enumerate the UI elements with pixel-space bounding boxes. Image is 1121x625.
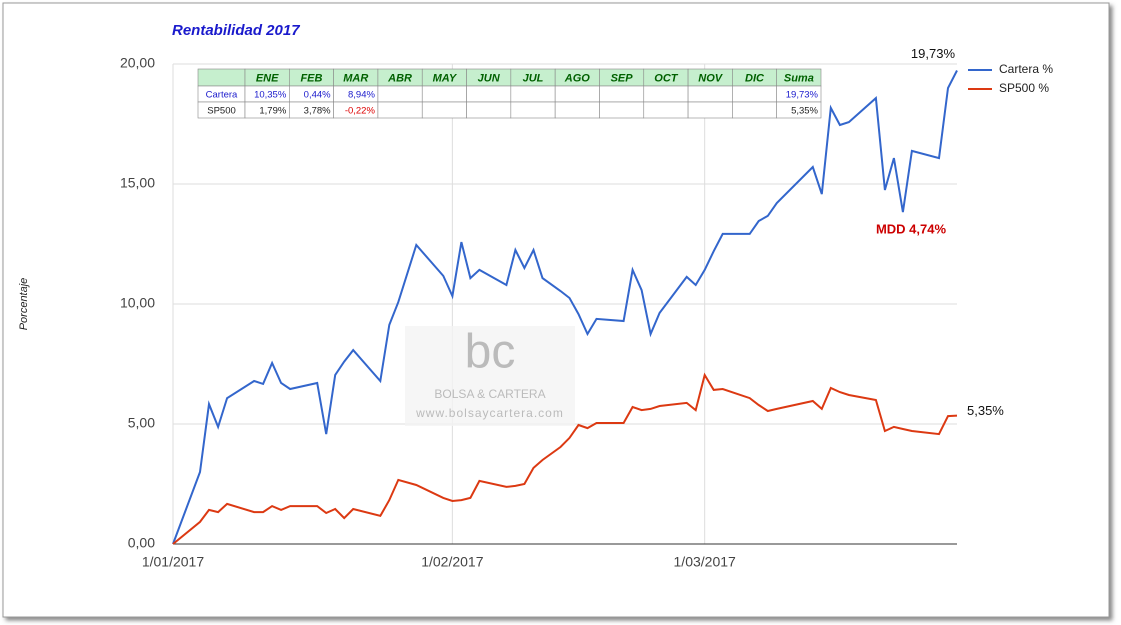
- table-header: ENE: [256, 72, 279, 84]
- table-header: Suma: [784, 72, 814, 84]
- chart-title: Rentabilidad 2017: [172, 22, 300, 39]
- table-cell: [599, 85, 645, 103]
- table-header: MAR: [343, 72, 368, 84]
- table-header: MAY: [433, 72, 458, 84]
- table-header: AGO: [564, 72, 591, 84]
- annotation: MDD 4,74%: [876, 221, 947, 236]
- y-tick-label: 5,00: [128, 415, 155, 431]
- table-text: 8,94%: [348, 90, 375, 101]
- table-cell: [776, 101, 822, 119]
- table-header: OCT: [654, 72, 679, 84]
- table-header: JUL: [523, 72, 544, 84]
- watermark-logo: bc: [465, 326, 516, 379]
- table-header: FEB: [300, 72, 322, 84]
- table-cell: [377, 101, 423, 119]
- x-tick-label: 1/02/2017: [421, 554, 483, 570]
- y-tick-label: 0,00: [128, 535, 155, 551]
- table-cell: [510, 85, 556, 103]
- legend-label: Cartera %: [999, 62, 1053, 76]
- table-text: 10,35%: [254, 90, 287, 101]
- table-text: -0,22%: [345, 106, 376, 117]
- table-text: Cartera: [206, 90, 238, 101]
- table-text: SP500: [207, 106, 236, 117]
- watermark-name: BOLSA & CARTERA: [434, 387, 545, 401]
- line-series: [172, 70, 958, 545]
- y-axis-label: Porcentaje: [18, 278, 30, 331]
- x-tick-label: 1/01/2017: [142, 554, 204, 570]
- data-label: 5,35%: [967, 403, 1004, 418]
- table-text: 1,79%: [259, 106, 286, 117]
- table-header: JUN: [478, 72, 501, 84]
- table-cell: [687, 85, 733, 103]
- table-cell: [554, 85, 600, 103]
- table-cell: [197, 68, 246, 87]
- x-tick-label: 1/03/2017: [674, 554, 736, 570]
- table-text: 3,78%: [304, 106, 331, 117]
- y-tick-label: 15,00: [120, 175, 155, 191]
- table-cell: [510, 101, 556, 119]
- table-cell: [377, 85, 423, 103]
- table-cell: [643, 101, 689, 119]
- table-cell: [732, 85, 777, 103]
- table-header: SEP: [611, 72, 634, 84]
- table-header: ABR: [387, 72, 412, 84]
- watermark-url: www.bolsaycartera.com: [415, 406, 564, 420]
- watermark-bg: [405, 326, 575, 426]
- table-header: DIC: [745, 72, 765, 84]
- table-header: NOV: [698, 72, 724, 84]
- y-tick-label: 20,00: [120, 55, 155, 71]
- y-tick-label: 10,00: [120, 295, 155, 311]
- data-label: 19,73%: [911, 46, 956, 61]
- table-cell: [687, 101, 733, 119]
- table-text: 0,44%: [304, 90, 331, 101]
- legend-label: SP500 %: [999, 81, 1049, 95]
- table-cell: [643, 85, 689, 103]
- table-cell: [599, 101, 645, 119]
- table-cell: [421, 85, 467, 103]
- table-cell: [466, 101, 512, 119]
- table-cell: [732, 101, 777, 119]
- table-cell: [421, 101, 467, 119]
- table-text: 19,73%: [786, 90, 819, 101]
- table-cell: [466, 85, 512, 103]
- line-series: [172, 372, 958, 545]
- table-text: 5,35%: [791, 106, 818, 117]
- table-cell: [554, 101, 600, 119]
